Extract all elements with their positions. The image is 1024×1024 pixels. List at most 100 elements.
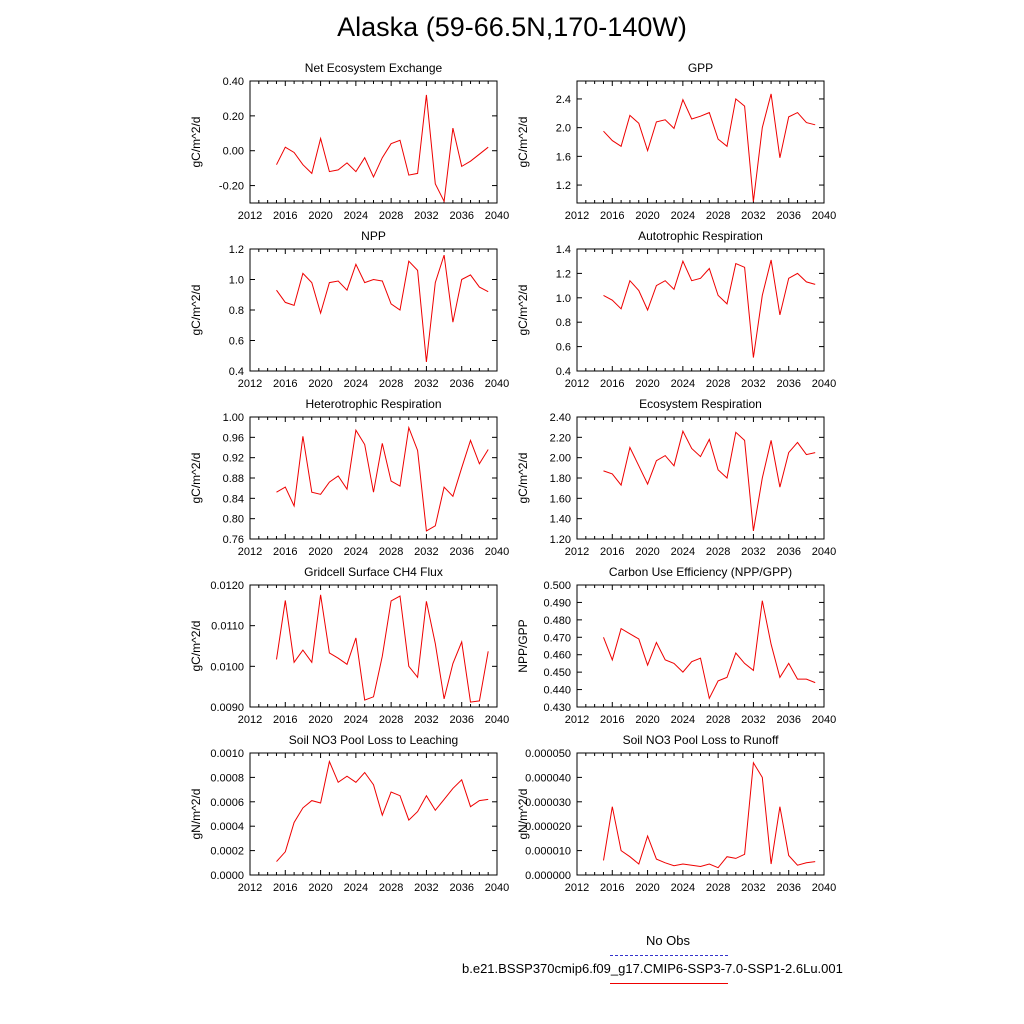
chart-4-xtick-label: 2020 xyxy=(635,378,659,390)
chart-7-xtick-label: 2028 xyxy=(379,714,403,726)
page-title: Alaska (59-66.5N,170-140W) xyxy=(337,12,687,42)
chart-6-ytick-label: 1.60 xyxy=(550,493,571,505)
chart-8-ytick-label: 0.490 xyxy=(543,597,571,609)
chart-8-title: Carbon Use Efficiency (NPP/GPP) xyxy=(609,565,792,579)
chart-7-ylabel: gC/m^2/d xyxy=(189,621,203,672)
chart-8-xtick-label: 2036 xyxy=(776,714,800,726)
chart-4-xtick-label: 2040 xyxy=(812,378,836,390)
chart-10-ytick-label: 0.000050 xyxy=(525,748,571,760)
chart-8-ylabel: NPP/GPP xyxy=(516,619,530,672)
chart-1-ytick-label: 0.20 xyxy=(223,111,244,123)
chart-6-xtick-label: 2036 xyxy=(776,546,800,558)
chart-8-xtick-label: 2032 xyxy=(741,714,765,726)
chart-7-xtick-label: 2036 xyxy=(449,714,473,726)
chart-4-ytick-label: 1.0 xyxy=(556,293,571,305)
chart-2-xtick-label: 2036 xyxy=(776,210,800,222)
chart-9-series-line xyxy=(276,759,489,862)
chart-3-ylabel: gC/m^2/d xyxy=(189,285,203,336)
chart-4-series-line xyxy=(603,259,816,358)
chart-10-xtick-label: 2040 xyxy=(812,882,836,894)
chart-3-title: NPP xyxy=(361,229,386,243)
legend-run-label: b.e21.BSSP370cmip6.f09_g17.CMIP6-SSP3-7.… xyxy=(462,961,843,976)
chart-5-ytick-label: 0.88 xyxy=(223,473,244,485)
chart-9-ytick-label: 0.0004 xyxy=(210,821,244,833)
legend-obs-label: No Obs xyxy=(645,933,691,948)
chart-5-xtick-label: 2016 xyxy=(273,546,297,558)
chart-6-ytick-label: 2.00 xyxy=(550,453,571,465)
chart-3-frame xyxy=(249,248,498,372)
chart-5-xtick-label: 2012 xyxy=(238,546,262,558)
chart-6-ytick-label: 2.40 xyxy=(550,412,571,424)
chart-4-ytick-label: 0.6 xyxy=(556,342,571,354)
chart-8-ytick-label: 0.470 xyxy=(543,632,571,644)
chart-3-ytick-label: 1.0 xyxy=(229,275,244,287)
chart-1-xtick-label: 2040 xyxy=(485,210,509,222)
chart-2-xtick-label: 2012 xyxy=(565,210,589,222)
chart-10-ytick-label: 0.000020 xyxy=(525,821,571,833)
chart-2-ytick-label: 2.0 xyxy=(556,123,571,135)
chart-2-xtick-label: 2020 xyxy=(635,210,659,222)
chart-9-ytick-label: 0.0008 xyxy=(210,772,244,784)
chart-7-xtick-label: 2012 xyxy=(238,714,262,726)
chart-5-xtick-label: 2036 xyxy=(449,546,473,558)
chart-5-xtick-label: 2020 xyxy=(308,546,332,558)
chart-4-xtick-label: 2016 xyxy=(600,378,624,390)
chart-9-frame xyxy=(249,752,498,876)
chart-8-ytick-label: 0.430 xyxy=(543,702,571,714)
chart-8-series-line xyxy=(603,600,816,700)
chart-9-xtick-label: 2012 xyxy=(238,882,262,894)
chart-10-xtick-label: 2012 xyxy=(565,882,589,894)
chart-9-xtick-label: 2020 xyxy=(308,882,332,894)
chart-9-ytick-label: 0.0006 xyxy=(210,797,244,809)
chart-2-series-line xyxy=(603,93,816,202)
chart-4-xtick-label: 2028 xyxy=(706,378,730,390)
chart-1-xtick-label: 2024 xyxy=(344,210,368,222)
chart-4-xtick-label: 2036 xyxy=(776,378,800,390)
legend-run-line xyxy=(610,983,728,984)
chart-4-ylabel: gC/m^2/d xyxy=(516,285,530,336)
chart-5-ytick-label: 0.80 xyxy=(223,514,244,526)
chart-5-xtick-label: 2028 xyxy=(379,546,403,558)
chart-6-xtick-label: 2032 xyxy=(741,546,765,558)
chart-9-ytick-label: 0.0002 xyxy=(210,846,244,858)
chart-7-xtick-label: 2040 xyxy=(485,714,509,726)
chart-1-ytick-label: 0.40 xyxy=(223,76,244,88)
chart-7-ytick-label: 0.0100 xyxy=(210,661,244,673)
chart-10-series-line xyxy=(603,761,816,869)
chart-8-ytick-label: 0.450 xyxy=(543,667,571,679)
chart-2-xtick-label: 2028 xyxy=(706,210,730,222)
chart-9-xtick-label: 2040 xyxy=(485,882,509,894)
chart-8-ytick-label: 0.480 xyxy=(543,615,571,627)
chart-8-xtick-label: 2012 xyxy=(565,714,589,726)
chart-3-xtick-label: 2012 xyxy=(238,378,262,390)
chart-8-frame xyxy=(576,584,825,708)
chart-3-xtick-label: 2040 xyxy=(485,378,509,390)
chart-10-title: Soil NO3 Pool Loss to Runoff xyxy=(623,733,780,747)
chart-9-xtick-label: 2016 xyxy=(273,882,297,894)
chart-6-xtick-label: 2016 xyxy=(600,546,624,558)
chart-1-xtick-label: 2028 xyxy=(379,210,403,222)
chart-4-xtick-label: 2024 xyxy=(671,378,695,390)
chart-10-xtick-label: 2036 xyxy=(776,882,800,894)
chart-4-xtick-label: 2012 xyxy=(565,378,589,390)
chart-7-title: Gridcell Surface CH4 Flux xyxy=(304,565,443,579)
chart-9-ytick-label: 0.0000 xyxy=(210,870,244,882)
chart-3-xtick-label: 2020 xyxy=(308,378,332,390)
chart-10-ylabel: gN/m^2/d xyxy=(516,789,530,840)
chart-5-xtick-label: 2040 xyxy=(485,546,509,558)
chart-7-xtick-label: 2032 xyxy=(414,714,438,726)
chart-6-ytick-label: 1.20 xyxy=(550,534,571,546)
chart-5-ytick-label: 0.76 xyxy=(223,534,244,546)
chart-6-ylabel: gC/m^2/d xyxy=(516,453,530,504)
chart-7-ytick-label: 0.0090 xyxy=(210,702,244,714)
chart-3-xtick-label: 2032 xyxy=(414,378,438,390)
chart-3-xtick-label: 2016 xyxy=(273,378,297,390)
chart-6-title: Ecosystem Respiration xyxy=(639,397,762,411)
chart-1-frame xyxy=(249,80,498,204)
chart-6-series-line xyxy=(603,429,816,531)
chart-4-xtick-label: 2032 xyxy=(741,378,765,390)
chart-10-xtick-label: 2016 xyxy=(600,882,624,894)
chart-7-series-line xyxy=(276,594,489,703)
chart-8-xtick-label: 2024 xyxy=(671,714,695,726)
chart-6-xtick-label: 2040 xyxy=(812,546,836,558)
